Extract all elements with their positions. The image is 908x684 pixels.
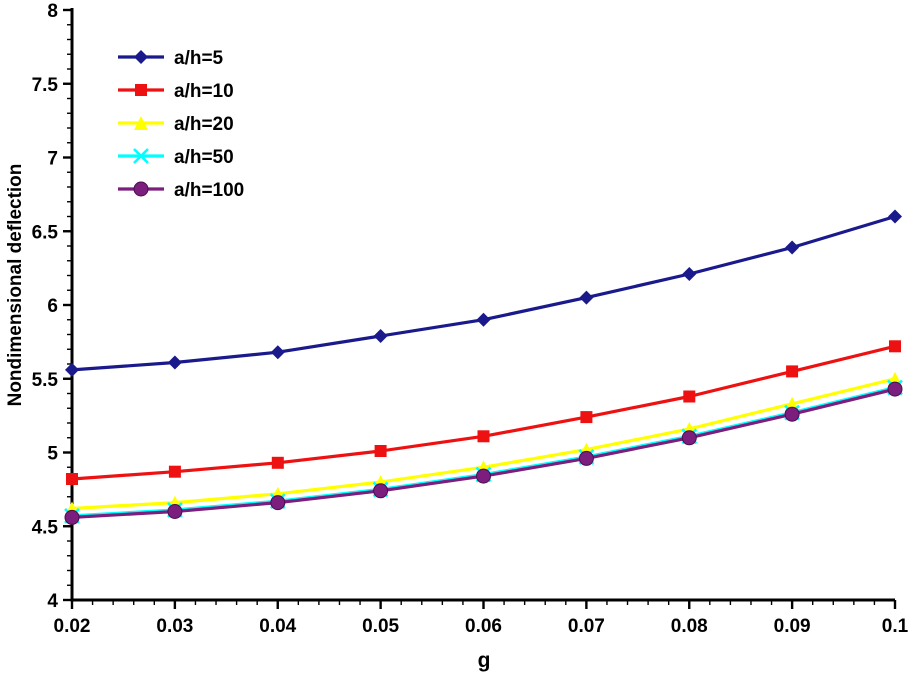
legend-label: a/h=20 (174, 114, 234, 135)
series-0 (65, 209, 902, 377)
legend-item: a/h=20 (118, 114, 234, 135)
y-tick-label: 6 (47, 296, 58, 317)
legend-label: a/h=5 (174, 48, 224, 69)
y-tick-label: 4.5 (32, 517, 59, 538)
x-tick-label: 0.09 (774, 616, 811, 637)
x-tick-label: 0.03 (156, 616, 193, 637)
x-axis-ticks: 0.02 0.03 0.04 0.05 0.06 0.07 0.08 0.09 0.1 (54, 600, 908, 637)
legend-item: a/h=5 (118, 48, 224, 69)
x-tick-label: 0.04 (259, 616, 296, 637)
y-tick-label: 7.5 (32, 75, 59, 96)
y-tick-label: 7 (47, 149, 58, 170)
legend: a/h=5 a/h=10 a/h=20 a/h=50 a/h=100 (118, 48, 244, 201)
series-4 (64, 381, 903, 525)
y-tick-label: 5 (47, 444, 58, 465)
x-axis-title: g (477, 649, 491, 672)
x-tick-label: 0.07 (568, 616, 605, 637)
x-tick-label: 0.02 (54, 616, 91, 637)
legend-item: a/h=10 (118, 81, 234, 102)
legend-label: a/h=100 (174, 180, 244, 201)
y-axis-ticks: 4 4.5 5 5.5 6 6.5 7 7.5 8 (32, 1, 72, 612)
x-tick-label: 0.05 (362, 616, 399, 637)
y-axis-title: Nondimensional deflection (5, 163, 26, 407)
series-2 (65, 371, 902, 516)
x-tick-label: 0.08 (671, 616, 708, 637)
y-tick-label: 4 (47, 591, 58, 612)
y-tick-label: 5.5 (32, 370, 59, 391)
y-tick-label: 6.5 (32, 222, 59, 243)
y-tick-label: 8 (47, 1, 58, 22)
legend-item: a/h=50 (118, 147, 234, 168)
x-tick-label: 0.06 (465, 616, 502, 637)
legend-label: a/h=50 (174, 147, 234, 168)
series-1 (66, 340, 901, 485)
x-tick-label: 0.1 (882, 616, 908, 637)
legend-item: a/h=100 (118, 180, 244, 201)
legend-label: a/h=10 (174, 81, 234, 102)
